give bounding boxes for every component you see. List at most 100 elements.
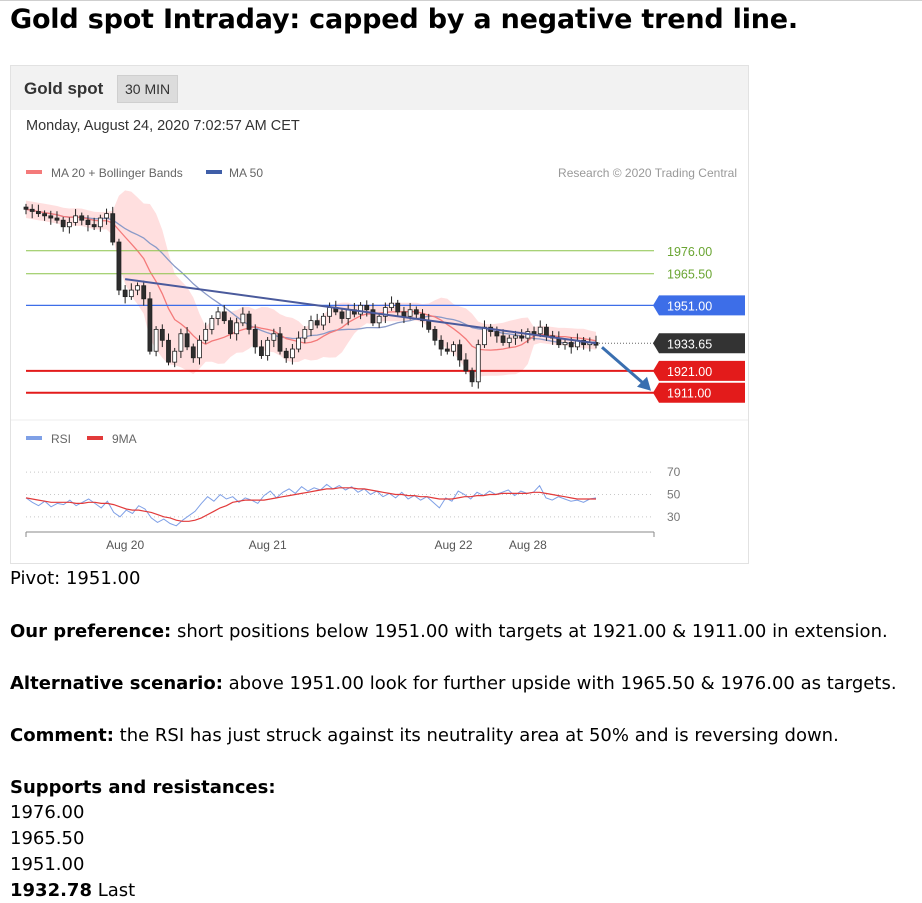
candle-body: [215, 311, 221, 319]
chart-header: Gold spot 30 MIN: [11, 66, 748, 110]
resistance-level-label: 1965.50: [667, 268, 712, 282]
candle-body: [407, 309, 413, 317]
support-level-tag: [653, 360, 745, 381]
candle-body: [432, 328, 438, 341]
last-level-label: 1933.65: [667, 337, 712, 351]
timeframe-badge[interactable]: 30 MIN: [117, 75, 179, 103]
sr-level: 1965.50: [10, 828, 85, 849]
candle-body: [153, 328, 159, 352]
candle-body: [35, 211, 41, 215]
candle-body: [252, 328, 258, 348]
candle-body: [519, 335, 525, 339]
candle-body: [184, 333, 190, 348]
rsi-panel: 70 50 30: [25, 465, 681, 527]
rsi-tick-label: 50: [667, 488, 681, 502]
alternative-line: Alternative scenario: above 1951.00 look…: [10, 672, 897, 696]
rsi-line: [25, 483, 597, 527]
legend-rsi-label: RSI: [51, 432, 71, 446]
bollinger-band-fill: [26, 190, 596, 379]
candle-body: [389, 302, 394, 308]
candle-body: [444, 348, 450, 352]
x-tick-label: Aug 20: [106, 538, 144, 552]
candle-body: [370, 309, 376, 324]
x-axis: Aug 20 Aug 21 Aug 22 Aug 28: [25, 531, 655, 552]
candle-body: [320, 315, 326, 326]
candle-body: [506, 337, 512, 343]
sr-heading: Supports and resistances:: [10, 776, 276, 800]
preference-line: Our preference: short positions below 19…: [10, 620, 888, 644]
candle-body: [544, 326, 549, 337]
candle-body: [401, 311, 407, 317]
candle-body: [141, 285, 147, 300]
candle-body: [259, 346, 264, 356]
resistance-level-label: 1976.00: [667, 245, 712, 259]
candle-body: [29, 208, 35, 212]
candle-body: [73, 215, 78, 223]
candle-body: [500, 335, 506, 343]
candle-body: [110, 213, 116, 243]
pivot-label: Pivot:: [10, 568, 61, 589]
candle-body: [308, 320, 314, 330]
sr-label: Supports and resistances:: [10, 777, 276, 798]
candle-body: [97, 217, 103, 228]
price-chart: MA 20 + Bollinger Bands MA 50 Research ©…: [11, 166, 748, 552]
candle-body: [128, 289, 134, 298]
instrument-name: Gold spot: [24, 79, 104, 98]
candle-body: [23, 206, 29, 210]
candle-body: [290, 348, 295, 359]
candle-body: [240, 313, 246, 324]
candle-body: [234, 322, 240, 335]
candle-body: [494, 331, 500, 337]
candle-body: [426, 320, 432, 330]
last-label: Last: [97, 880, 136, 901]
candle-body: [228, 320, 233, 335]
legend-ma50-label: MA 50: [229, 166, 263, 180]
candle-body: [413, 309, 419, 315]
candle-body: [48, 215, 54, 219]
candle-body: [469, 370, 475, 383]
candlesticks: [23, 203, 599, 389]
candle-body: [382, 307, 388, 317]
candle-body: [197, 339, 202, 359]
candle-body: [172, 350, 178, 363]
candle-body: [463, 359, 469, 372]
alternative-text: above 1951.00 look for further upside wi…: [228, 673, 897, 694]
trend-line-group: [124, 278, 651, 391]
candle-body: [178, 333, 184, 352]
candle-body: [438, 339, 444, 350]
preference-label: Our preference:: [10, 621, 172, 642]
legend-rsi-swatch: [26, 436, 42, 440]
forecast-arrow-shaft: [601, 346, 646, 386]
candle-body: [60, 219, 66, 228]
candle-body: [339, 311, 345, 319]
candle-body: [345, 309, 351, 319]
candle-body: [531, 331, 537, 335]
candle-body: [135, 285, 140, 291]
top-border: [0, 0, 922, 1]
pivot-line: Pivot: 1951.00: [10, 567, 140, 591]
candle-body: [358, 304, 363, 315]
candle-body: [568, 342, 574, 348]
price-levels: [26, 250, 654, 394]
candle-body: [79, 215, 85, 221]
legend-ma50-swatch: [206, 170, 222, 174]
bollinger-band: [26, 190, 596, 379]
candle-body: [302, 328, 308, 339]
support-level-label: 1911.00: [667, 387, 711, 401]
candle-body: [221, 311, 227, 322]
candle-body: [85, 219, 91, 225]
legend-ma20-swatch: [26, 170, 42, 174]
rsi-tick-label: 30: [667, 510, 681, 524]
last-value: 1932.78: [10, 880, 92, 901]
comment-text: the RSI has just struck against its neut…: [119, 725, 839, 746]
legend-9ma-swatch: [87, 436, 103, 440]
candle-body: [314, 320, 320, 326]
pivot-level-tag: [653, 295, 745, 316]
rsi-ma-line: [25, 487, 596, 522]
candle-body: [91, 224, 97, 228]
candle-body: [66, 221, 72, 228]
candle-body: [122, 289, 128, 298]
chart-card: Gold spot 30 MIN Monday, August 24, 2020…: [10, 65, 749, 564]
candle-body: [451, 344, 456, 352]
trend-line: [124, 278, 597, 345]
